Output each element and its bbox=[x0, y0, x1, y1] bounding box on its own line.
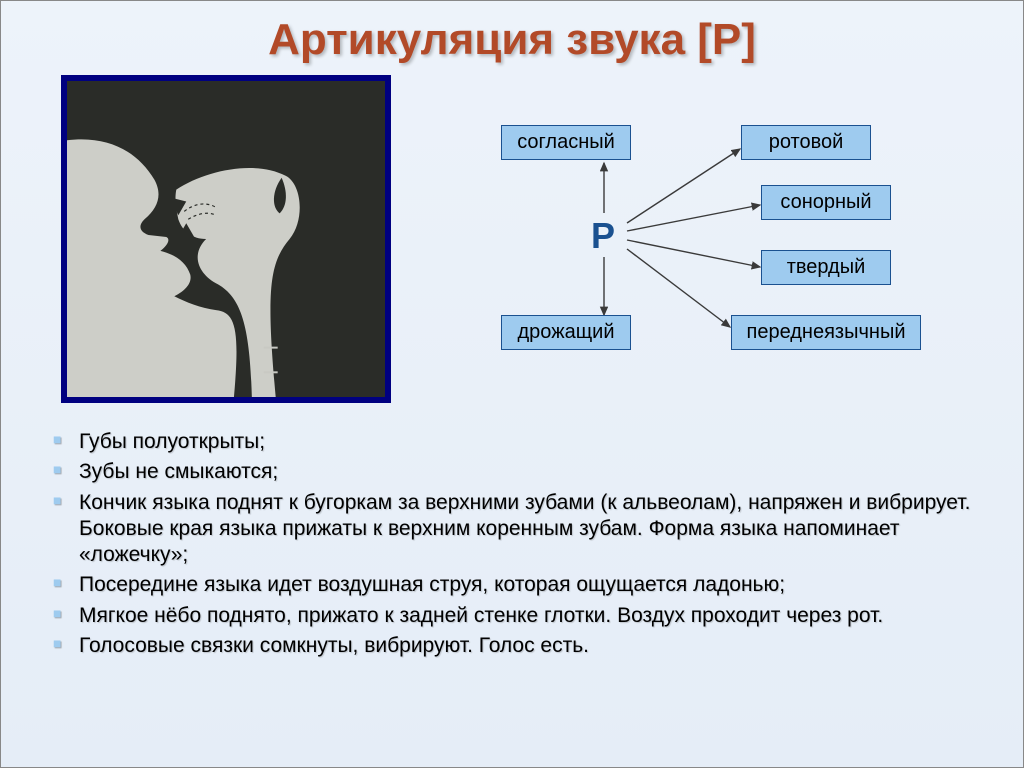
properties-diagram: Р согласный дрожащий ротовой сонорный тв… bbox=[431, 75, 993, 403]
node-front-lingual: переднеязычный bbox=[731, 315, 921, 350]
bullet-list: Губы полуоткрыты; Зубы не смыкаются; Кон… bbox=[1, 403, 1023, 659]
node-oral: ротовой bbox=[741, 125, 871, 160]
list-item: Голосовые связки сомкнуты, вибрируют. Го… bbox=[45, 633, 979, 659]
node-trembling: дрожащий bbox=[501, 315, 631, 350]
list-item: Посередине языка идет воздушная струя, к… bbox=[45, 572, 979, 598]
node-sonorant: сонорный bbox=[761, 185, 891, 220]
list-item: Губы полуоткрыты; bbox=[45, 429, 979, 455]
list-item: Мягкое нёбо поднято, прижато к задней ст… bbox=[45, 603, 979, 629]
list-item: Зубы не смыкаются; bbox=[45, 459, 979, 485]
diagram-center: Р bbox=[591, 215, 615, 257]
node-hard: твердый bbox=[761, 250, 891, 285]
upper-row: Р согласный дрожащий ротовой сонорный тв… bbox=[1, 75, 1023, 403]
articulation-image bbox=[61, 75, 391, 403]
node-consonant: согласный bbox=[501, 125, 631, 160]
list-item: Кончик языка поднят к бугоркам за верхни… bbox=[45, 490, 979, 569]
page-title: Артикуляция звука [Р] bbox=[1, 1, 1023, 75]
